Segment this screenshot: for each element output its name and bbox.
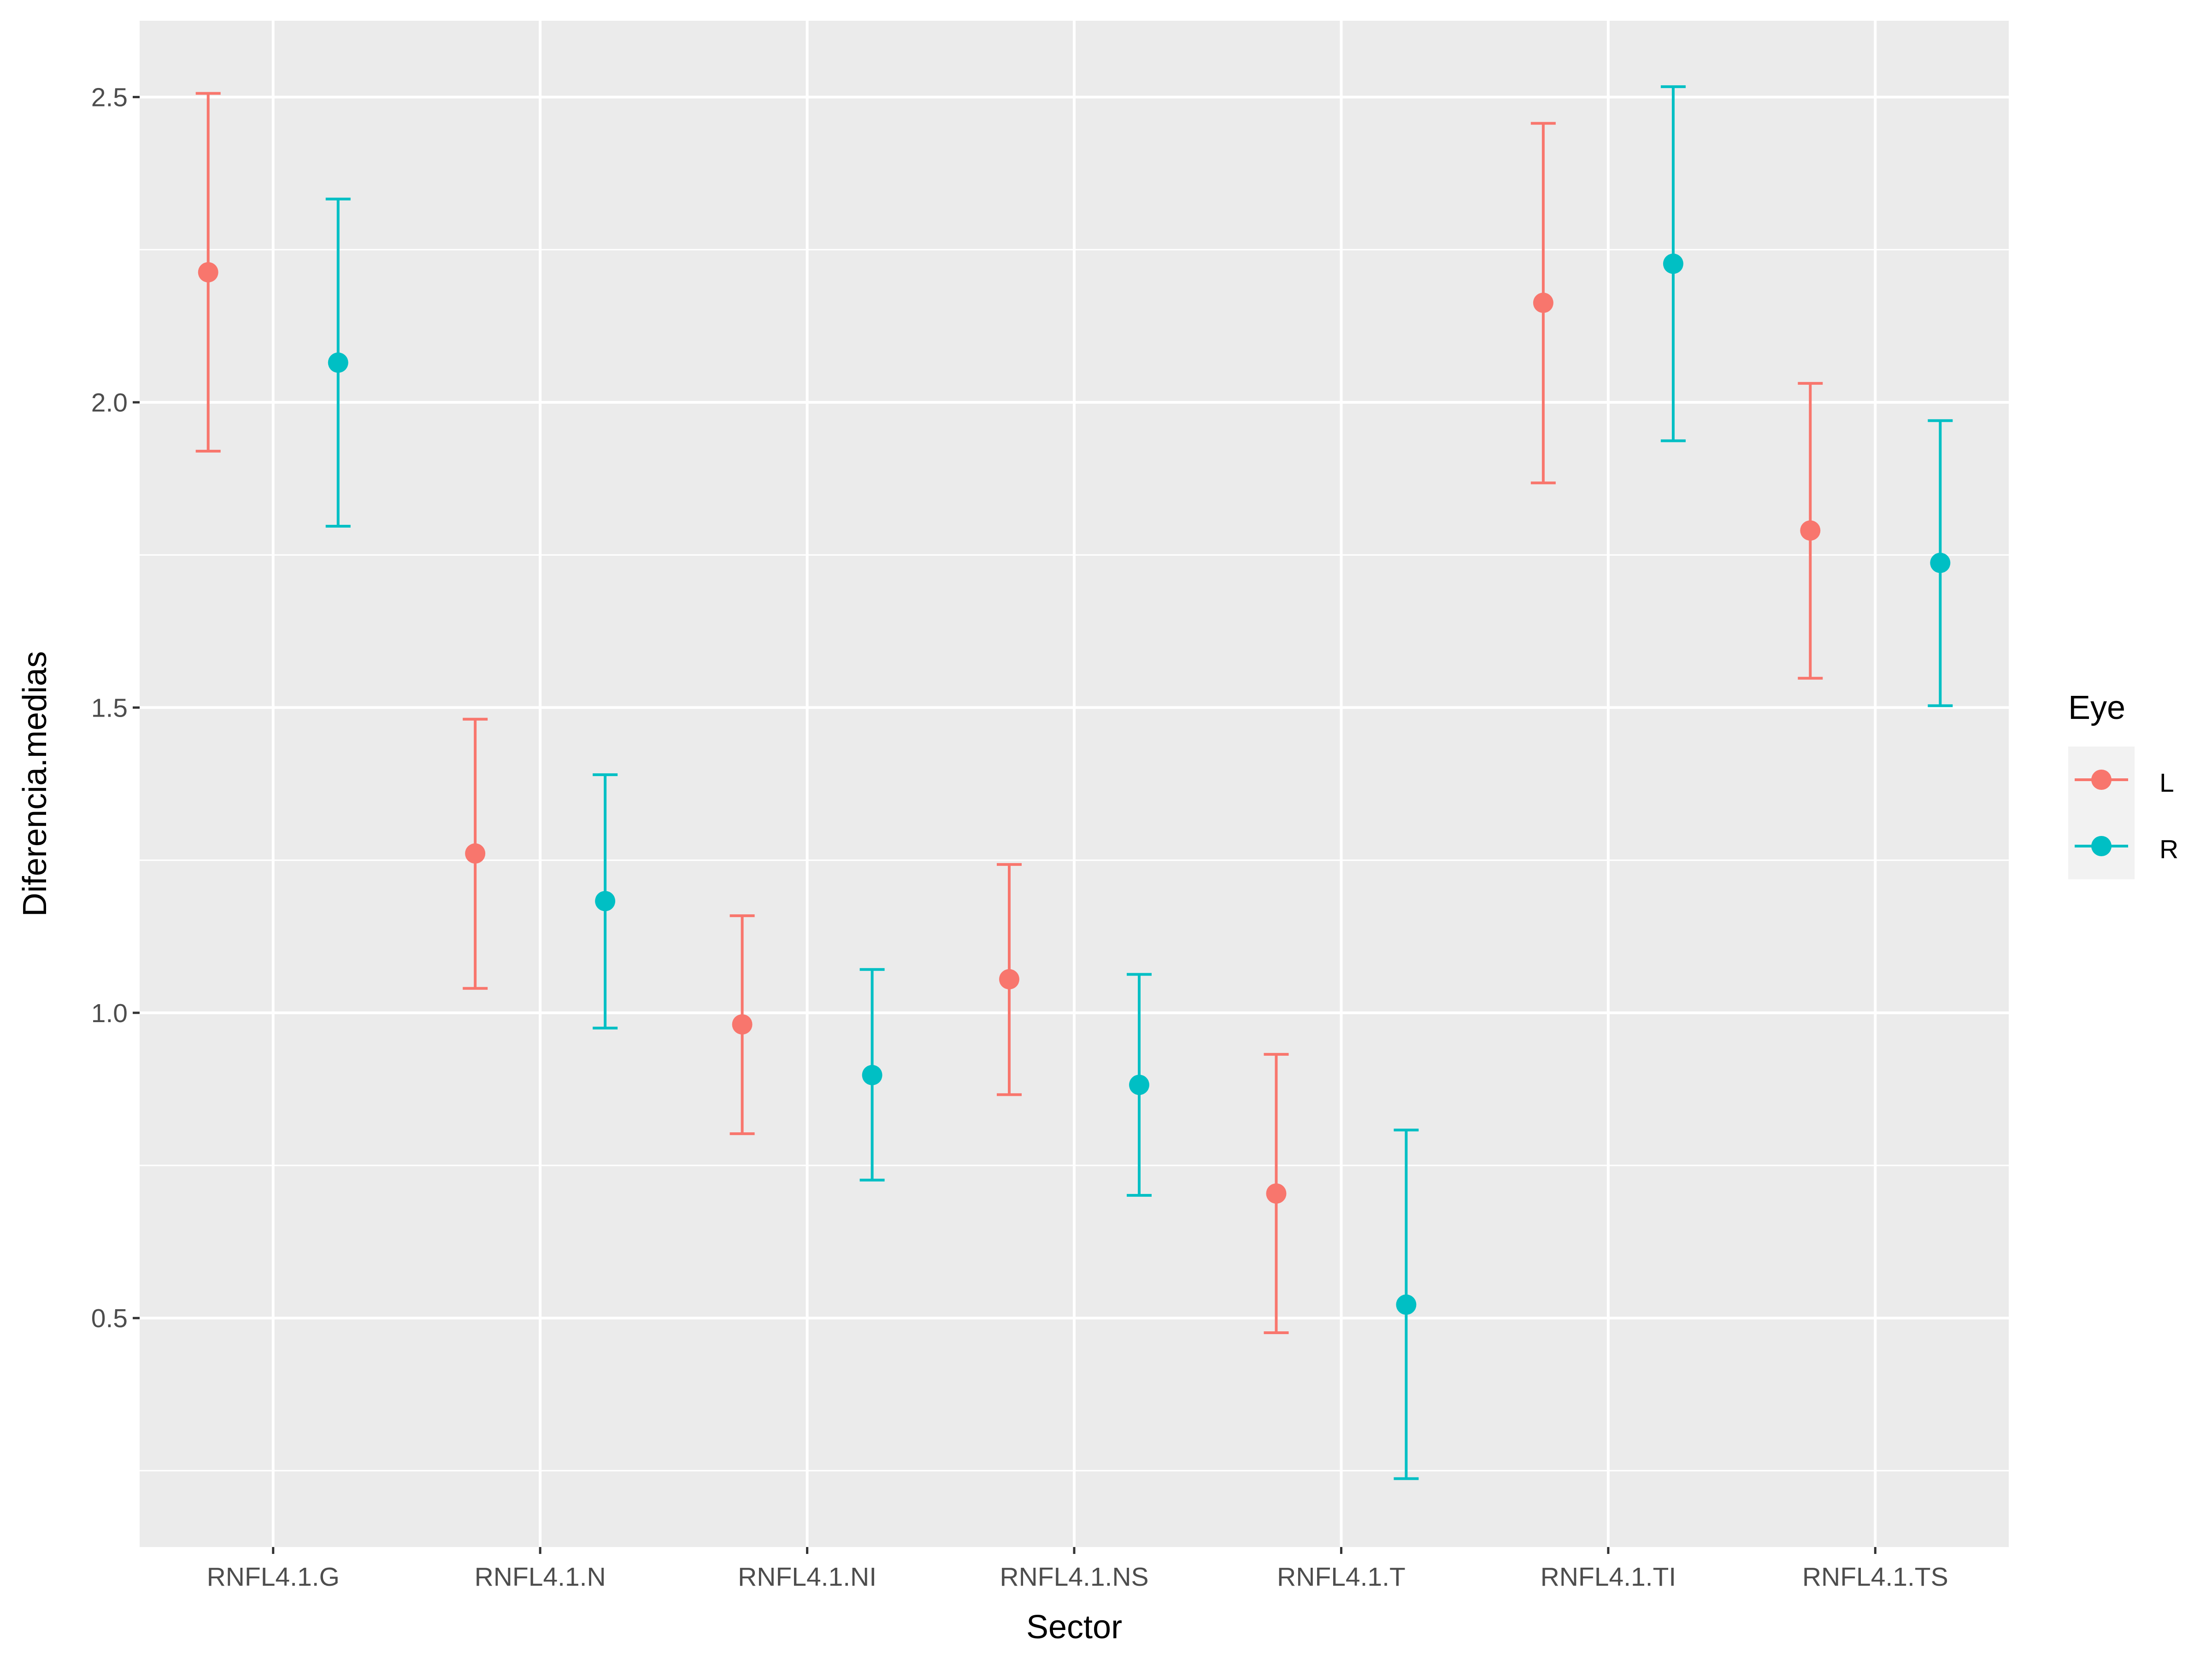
y-axis-title: Diferencia.medias xyxy=(17,651,53,917)
point-r xyxy=(595,891,616,912)
axes: 0.5 1.0 1.5 2.0 2.5 RNFL4.1.G RNFL4.1.N RNFL4.1… xyxy=(91,83,1948,1592)
point-r xyxy=(1930,553,1951,573)
legend-label-r: R xyxy=(2159,835,2178,864)
x-tick-label: RNFL4.1.NS xyxy=(1000,1562,1148,1592)
x-tick-label: RNFL4.1.T xyxy=(1277,1562,1406,1592)
point-l xyxy=(465,843,486,864)
grid-major xyxy=(140,21,2009,1547)
legend-keys xyxy=(2075,770,2128,856)
legend-key-point-r xyxy=(2091,836,2112,856)
x-tick-label: RNFL4.1.NI xyxy=(738,1562,877,1592)
point-l xyxy=(1266,1183,1287,1204)
y-tick-label: 1.5 xyxy=(91,693,128,723)
x-tick-label: RNFL4.1.TS xyxy=(1802,1562,1948,1592)
point-l xyxy=(1533,293,1553,313)
data-marks xyxy=(195,85,1953,1480)
y-tick-label: 0.5 xyxy=(91,1304,128,1333)
point-l xyxy=(732,1014,753,1035)
point-r xyxy=(862,1065,882,1085)
point-r xyxy=(328,352,348,373)
x-axis-title: Sector xyxy=(1026,1609,1122,1646)
y-tick-label: 2.0 xyxy=(91,388,128,418)
point-l xyxy=(1800,520,1821,541)
point-r xyxy=(1129,1075,1149,1095)
y-tick-label: 2.5 xyxy=(91,83,128,112)
point-r xyxy=(1663,253,1683,274)
x-tick-label: RNFL4.1.G xyxy=(207,1562,340,1592)
legend-label-l: L xyxy=(2159,768,2174,798)
legend-key-background xyxy=(2068,747,2135,879)
point-l xyxy=(999,969,1019,989)
legend: Eye L R xyxy=(2068,689,2178,879)
x-tick-label: RNFL4.1.N xyxy=(475,1562,606,1592)
y-tick-label: 1.0 xyxy=(91,999,128,1028)
legend-title: Eye xyxy=(2068,689,2125,726)
x-tick-label: RNFL4.1.TI xyxy=(1541,1562,1677,1592)
point-l xyxy=(198,262,218,282)
legend-key-point-l xyxy=(2091,770,2112,790)
point-r xyxy=(1396,1294,1417,1315)
